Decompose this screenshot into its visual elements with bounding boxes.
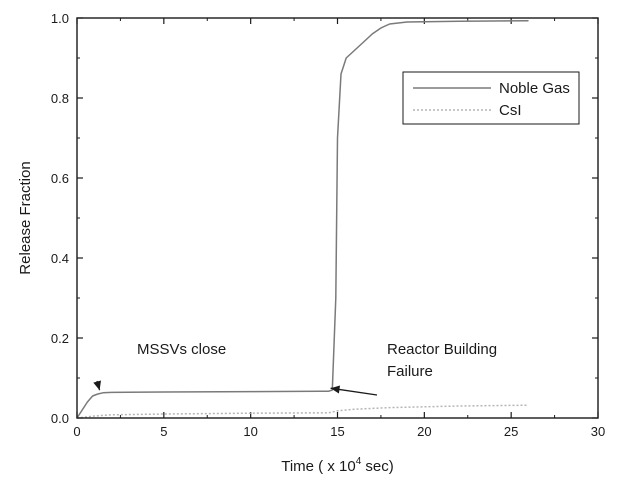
- x-tick-label: 10: [243, 424, 257, 439]
- y-tick-label: 1.0: [51, 11, 69, 26]
- annotation-failure: Failure: [387, 363, 433, 380]
- legend: Noble Gas CsI: [402, 71, 580, 125]
- plot-frame: [76, 17, 599, 419]
- legend-label-noble-gas: Noble Gas: [499, 80, 570, 97]
- y-tick-label: 0.0: [51, 411, 69, 426]
- x-tick-label: 15: [330, 424, 344, 439]
- x-axis-title-unit: sec): [361, 458, 394, 475]
- x-axis-title-exponent: 4: [356, 456, 362, 467]
- y-tick-label: 0.8: [51, 91, 69, 106]
- annotations-layer: MSSVs close Reactor Building Failure: [93, 341, 497, 396]
- y-tick-label: 0.6: [51, 171, 69, 186]
- x-tick-label: 30: [591, 424, 605, 439]
- x-tick-label: 0: [73, 424, 80, 439]
- series-layer: [76, 20, 529, 419]
- annotation-arrow-head: [330, 385, 340, 394]
- x-axis-title: Time ( x 104 sec): [281, 456, 394, 475]
- annotation-arrow-head: [93, 380, 101, 391]
- series-line-noble-gas: [76, 20, 529, 419]
- y-tick-label: 0.4: [51, 251, 69, 266]
- y-tick-label: 0.2: [51, 331, 69, 346]
- x-tick-label: 25: [504, 424, 518, 439]
- legend-box: [402, 71, 580, 125]
- x-tick-label: 20: [417, 424, 431, 439]
- y-axis-title: Release Fraction: [17, 161, 34, 274]
- ticks-layer: 0 5 10 15 20 25 30 0.0 0.2 0.4 0.6 0.8 1.0: [51, 11, 605, 439]
- series-line-csi: [76, 404, 529, 419]
- legend-label-csi: CsI: [499, 102, 522, 119]
- annotation-mssvs-close: MSSVs close: [137, 341, 226, 358]
- annotation-reactor-building: Reactor Building: [387, 341, 497, 358]
- x-tick-label: 5: [160, 424, 167, 439]
- x-axis-title-main: Time ( x 10: [281, 458, 355, 475]
